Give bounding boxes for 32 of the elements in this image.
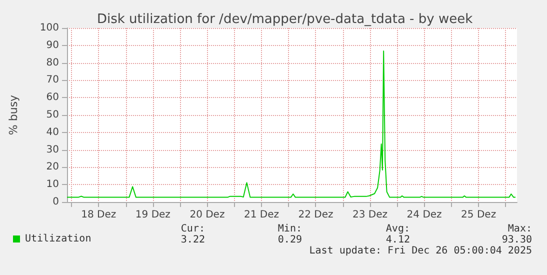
chart-title: Disk utilization for /dev/mapper/pve-data_tdata - by week — [97, 12, 474, 27]
x-tick-label: 24 Dez — [406, 210, 442, 220]
y-tick-label: 40 — [46, 126, 59, 138]
y-tick-label: 90 — [46, 40, 59, 51]
line-series — [66, 50, 516, 198]
y-tick-label: 80 — [46, 57, 59, 68]
text: Last update: Fri Dec 26 05:00:04 2025 — [309, 246, 532, 256]
text: 3.22 — [180, 234, 205, 246]
y-tick-label: 10 — [46, 179, 59, 190]
y-tick-label: 20 — [46, 162, 59, 173]
text: Cur: — [180, 224, 205, 234]
text: Min: — [278, 224, 302, 234]
x-tick-label: 23 Dez — [352, 210, 388, 220]
y-axis-title: % busy — [7, 94, 20, 136]
y-tick-label: 50 — [46, 110, 59, 120]
x-tick-label: 18 Dez — [81, 210, 116, 220]
text: Avg: — [386, 224, 410, 234]
text: 4.12 — [386, 234, 410, 246]
y-tick-label: 60 — [46, 92, 59, 104]
text: 93.30 — [502, 234, 532, 246]
x-tick-label: 22 Dez — [298, 210, 334, 220]
y-tick-label: 100 — [40, 22, 59, 34]
x-tick-label: 20 Dez — [190, 210, 225, 220]
y-tick-label: 0 — [52, 196, 59, 208]
y-tick-label: 70 — [46, 74, 59, 86]
x-tick-label: 19 Dez — [135, 210, 170, 220]
text: 0.29 — [278, 234, 302, 246]
legend-label: Utilization — [25, 234, 92, 244]
x-tick-label: 25 Dez — [461, 210, 496, 220]
x-tick-label: 21 Dez — [244, 210, 279, 220]
y-tick-label: 30 — [46, 144, 59, 156]
text: Max: — [508, 224, 532, 234]
